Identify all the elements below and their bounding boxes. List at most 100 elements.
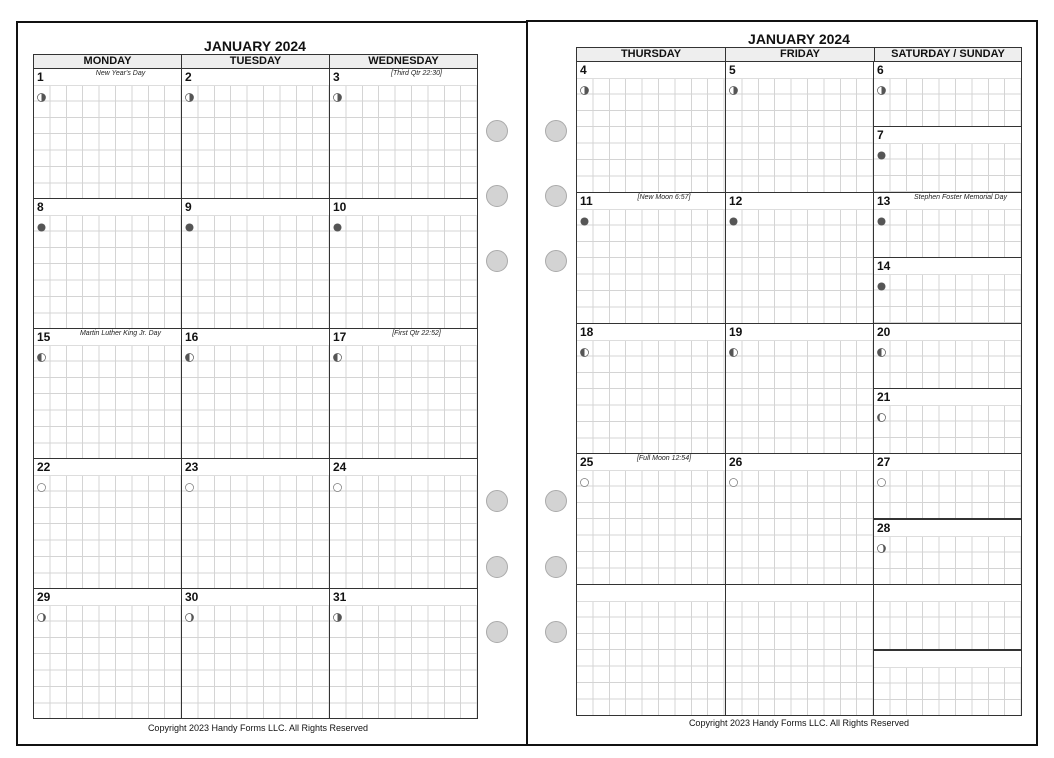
day-cell-header: [34, 199, 181, 216]
moon-phase-first-quarter-icon: [185, 349, 194, 362]
day-cell-header: [577, 585, 725, 603]
day-cell[interactable]: 30: [181, 588, 330, 719]
binder-hole: [545, 621, 567, 643]
day-cell-header: [330, 329, 477, 346]
day-header-thursday: THURSDAY: [576, 47, 726, 62]
day-cell[interactable]: [576, 584, 726, 717]
day-cell-header: [330, 69, 477, 86]
day-cell-header: [577, 62, 725, 79]
day-cell[interactable]: 24: [329, 458, 478, 589]
day-cell-header: [34, 69, 181, 86]
day-number: 30: [185, 590, 199, 604]
day-number: 3: [333, 70, 340, 84]
moon-phase-first-quarter-icon: [877, 344, 886, 357]
day-number: 8: [37, 200, 44, 214]
day-cell[interactable]: 18: [576, 322, 726, 455]
binder-hole: [486, 120, 508, 142]
day-cell[interactable]: 15 Martin Luther King Jr. Day: [33, 328, 182, 459]
day-cell-header: [182, 329, 329, 346]
day-cell-header: [874, 62, 1021, 79]
day-cell[interactable]: 19: [725, 322, 875, 455]
binder-hole: [545, 250, 567, 272]
day-cell[interactable]: 9: [181, 198, 330, 329]
day-cell[interactable]: 20: [873, 322, 1022, 389]
day-cell[interactable]: 21: [873, 388, 1022, 455]
day-cell[interactable]: 4: [576, 61, 726, 193]
day-cell-header: [726, 454, 874, 472]
moon-phase-waxing-icon: [877, 409, 886, 422]
day-cell[interactable]: 2: [181, 68, 330, 199]
day-cell[interactable]: 25 [Full Moon 12:54]: [576, 453, 726, 586]
day-cell[interactable]: 6: [873, 61, 1022, 127]
day-cell[interactable]: [873, 649, 1022, 717]
binder-hole: [486, 490, 508, 512]
day-cell[interactable]: 5: [725, 61, 875, 193]
day-cell-header: [726, 62, 874, 79]
day-cell[interactable]: 8: [33, 198, 182, 329]
day-cell[interactable]: 10: [329, 198, 478, 329]
day-number: 22: [37, 460, 51, 474]
left-footer: Copyright 2023 Handy Forms LLC. All Righ…: [147, 723, 369, 733]
moon-phase-first-quarter-icon: [37, 349, 46, 362]
right-page-title: JANUARY 2024: [748, 31, 850, 47]
moon-phase-full-icon: [580, 474, 589, 488]
day-cell[interactable]: 23: [181, 458, 330, 589]
moon-phase-full-icon: [333, 479, 342, 492]
binder-hole: [545, 185, 567, 207]
day-cell-header: [34, 459, 181, 476]
day-cell[interactable]: 7: [873, 126, 1022, 193]
left-page-title: JANUARY 2024: [204, 38, 306, 54]
moon-phase-third-quarter-icon: [729, 82, 738, 95]
day-number: 28: [877, 520, 891, 535]
day-cell[interactable]: 26: [725, 453, 875, 586]
day-number: 14: [877, 259, 891, 274]
day-cell[interactable]: 13 Stephen Foster Memorial Day: [873, 191, 1022, 258]
day-cell-header: [577, 323, 725, 341]
day-cell[interactable]: 27: [873, 453, 1022, 520]
moon-phase-first-quarter-icon: [333, 349, 342, 362]
binder-hole: [486, 185, 508, 207]
day-number: 6: [877, 63, 884, 77]
day-cell-header: [330, 589, 477, 606]
day-cell-header: [726, 323, 874, 341]
moon-phase-new-icon: [37, 219, 46, 232]
day-cell[interactable]: 28: [873, 518, 1022, 586]
day-number: 18: [580, 324, 594, 339]
day-cell[interactable]: 11 [New Moon 6:57]: [576, 191, 726, 324]
day-cell-header: [182, 459, 329, 476]
binder-hole: [545, 556, 567, 578]
day-cell-header: [182, 199, 329, 216]
day-cell-header: [874, 650, 1021, 668]
day-cell[interactable]: 29: [33, 588, 182, 719]
day-cell[interactable]: 12: [725, 191, 875, 324]
day-number: 1: [37, 70, 44, 84]
moon-phase-new-icon: [185, 219, 194, 232]
day-cell[interactable]: 3 [Third Qtr 22:30]: [329, 68, 478, 199]
day-number: 27: [877, 455, 891, 470]
day-cell[interactable]: [873, 584, 1022, 651]
day-cell-header: [577, 192, 725, 210]
moon-phase-third-quarter-icon: [185, 89, 194, 102]
day-cell[interactable]: 1 New Year's Day: [33, 68, 182, 199]
day-cell[interactable]: 17 [First Qtr 22:52]: [329, 328, 478, 459]
day-note: [Full Moon 12:54]: [636, 455, 692, 463]
day-cell-header: [874, 454, 1021, 472]
day-note: [Third Qtr 22:30]: [391, 70, 442, 77]
day-cell-header: [330, 199, 477, 216]
moon-phase-waning-icon: [37, 609, 46, 622]
day-cell[interactable]: [725, 584, 875, 717]
day-cell[interactable]: 31: [329, 588, 478, 719]
day-cell-header: [330, 459, 477, 476]
day-cell[interactable]: 22: [33, 458, 182, 589]
moon-phase-new-icon: [877, 278, 886, 291]
day-cell[interactable]: 14: [873, 257, 1022, 324]
day-cell-header: [874, 585, 1021, 603]
moon-phase-third-quarter-icon: [333, 609, 342, 622]
day-number: 7: [877, 128, 884, 143]
day-number: 4: [580, 63, 587, 77]
moon-phase-third-quarter-icon: [37, 89, 46, 102]
moon-phase-new-icon: [333, 219, 342, 232]
day-number: 5: [729, 63, 736, 77]
day-header-wednesday: WEDNESDAY: [329, 54, 478, 69]
day-cell[interactable]: 16: [181, 328, 330, 459]
